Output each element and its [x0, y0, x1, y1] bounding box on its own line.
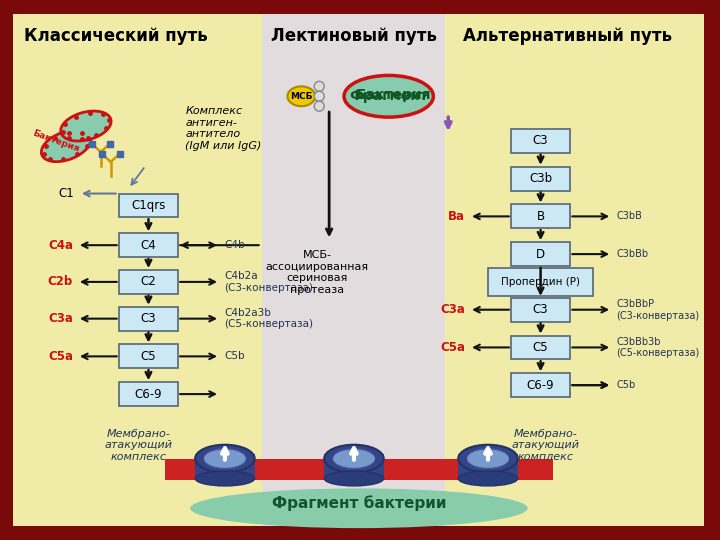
- FancyBboxPatch shape: [261, 14, 445, 526]
- Text: C3a: C3a: [48, 312, 73, 325]
- Ellipse shape: [60, 111, 111, 141]
- Text: C6-9: C6-9: [527, 379, 554, 392]
- Ellipse shape: [467, 450, 509, 468]
- Text: B: B: [536, 210, 544, 223]
- Ellipse shape: [287, 86, 315, 106]
- Text: C2: C2: [140, 275, 156, 288]
- Text: Мембрано-
атакующий
комплекс: Мембрано- атакующий комплекс: [512, 429, 580, 462]
- Text: C4b2a3b
(C5-конвертаза): C4b2a3b (C5-конвертаза): [224, 308, 313, 329]
- Ellipse shape: [190, 488, 528, 528]
- Ellipse shape: [204, 450, 246, 468]
- FancyBboxPatch shape: [166, 458, 552, 481]
- Text: C5a: C5a: [48, 350, 73, 363]
- Text: C5a: C5a: [440, 341, 465, 354]
- Text: C3bBbP
(C3-конвертаза): C3bBbP (C3-конвертаза): [616, 299, 699, 321]
- FancyBboxPatch shape: [119, 345, 179, 368]
- Text: C5b: C5b: [616, 380, 635, 390]
- Text: Классический путь: Классический путь: [24, 27, 207, 45]
- Text: C3bBb3b
(C5-конвертаза): C3bBb3b (C5-конвертаза): [616, 336, 699, 358]
- Ellipse shape: [204, 449, 246, 469]
- FancyBboxPatch shape: [4, 5, 714, 535]
- FancyBboxPatch shape: [119, 233, 179, 257]
- Text: C5b: C5b: [224, 352, 245, 361]
- Text: Альтернативный путь: Альтернативный путь: [463, 27, 672, 45]
- Text: C3: C3: [533, 303, 549, 316]
- Text: C3bBb: C3bBb: [616, 249, 648, 259]
- Text: Бактерия: Бактерия: [32, 129, 81, 153]
- Text: Пропердин (P): Пропердин (P): [501, 277, 580, 287]
- Text: Мембрано-
атакующий
комплекс: Мембрано- атакующий комплекс: [104, 429, 173, 462]
- Text: C3a: C3a: [440, 303, 465, 316]
- FancyBboxPatch shape: [119, 270, 179, 294]
- Text: C5: C5: [533, 341, 549, 354]
- Text: Фрагмент бактерии: Фрагмент бактерии: [271, 495, 446, 511]
- Ellipse shape: [41, 130, 91, 161]
- FancyBboxPatch shape: [488, 268, 593, 296]
- Text: C̄1: C̄1: [58, 187, 74, 200]
- Ellipse shape: [333, 449, 375, 469]
- Text: D: D: [536, 248, 545, 261]
- Text: C4a: C4a: [48, 239, 73, 252]
- FancyBboxPatch shape: [458, 454, 518, 478]
- Text: C2b: C2b: [48, 275, 73, 288]
- FancyBboxPatch shape: [510, 335, 570, 359]
- Ellipse shape: [324, 445, 384, 472]
- FancyBboxPatch shape: [510, 129, 570, 153]
- Text: C3: C3: [533, 134, 549, 147]
- FancyBboxPatch shape: [119, 382, 179, 406]
- Ellipse shape: [458, 471, 518, 486]
- Text: Бактерия: Бактерия: [356, 88, 431, 102]
- FancyBboxPatch shape: [119, 193, 179, 218]
- FancyBboxPatch shape: [14, 14, 704, 526]
- Text: C1qrs: C1qrs: [131, 199, 166, 212]
- Circle shape: [314, 82, 324, 91]
- Text: C5: C5: [140, 350, 156, 363]
- FancyBboxPatch shape: [510, 205, 570, 228]
- Text: C4b: C4b: [224, 240, 245, 250]
- Ellipse shape: [467, 449, 509, 469]
- Text: C4: C4: [140, 239, 156, 252]
- Text: МСБ: МСБ: [290, 92, 312, 101]
- Text: C3bB: C3bB: [616, 211, 642, 221]
- Ellipse shape: [344, 76, 433, 117]
- Ellipse shape: [324, 471, 384, 486]
- Ellipse shape: [333, 450, 375, 468]
- FancyBboxPatch shape: [324, 454, 384, 478]
- Circle shape: [314, 101, 324, 111]
- Text: Комплекс
антиген-
антитело
(IgM или IgG): Комплекс антиген- антитело (IgM или IgG): [185, 106, 261, 151]
- FancyBboxPatch shape: [510, 373, 570, 397]
- Ellipse shape: [195, 445, 255, 472]
- Text: C3b: C3b: [529, 172, 552, 185]
- FancyBboxPatch shape: [195, 454, 255, 478]
- Ellipse shape: [195, 471, 255, 486]
- Text: C3: C3: [140, 312, 156, 325]
- FancyBboxPatch shape: [510, 242, 570, 266]
- Text: C6-9: C6-9: [135, 388, 162, 401]
- FancyBboxPatch shape: [119, 307, 179, 330]
- Ellipse shape: [458, 445, 518, 472]
- Text: C4b2a
(C3-конвертаза): C4b2a (C3-конвертаза): [224, 271, 313, 293]
- Text: Фрагмент: Фрагмент: [349, 89, 428, 103]
- FancyBboxPatch shape: [510, 298, 570, 322]
- FancyBboxPatch shape: [510, 167, 570, 191]
- Text: Ba: Ba: [448, 210, 465, 223]
- Circle shape: [314, 91, 324, 101]
- Text: МСБ-
ассоциированная
сериновая
протеаза: МСБ- ассоциированная сериновая протеаза: [266, 250, 369, 295]
- Text: Лектиновый путь: Лектиновый путь: [271, 27, 437, 45]
